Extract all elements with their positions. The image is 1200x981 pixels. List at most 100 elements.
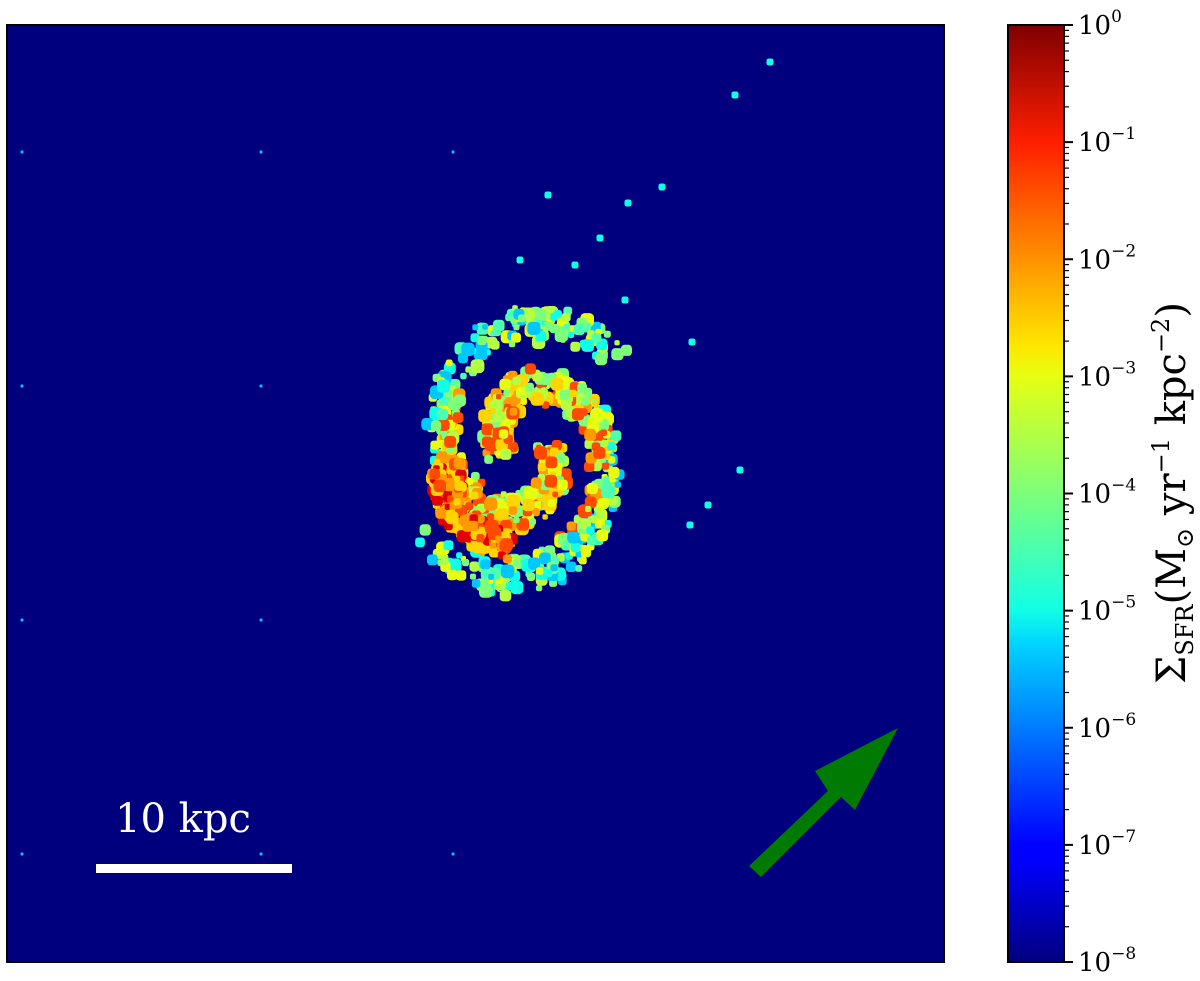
sfr-clump [608,466,620,479]
sfr-clump [435,507,447,519]
scale-bar: 10 kpc [96,796,292,873]
sfr-clump [259,852,263,856]
sfr-clump [456,552,463,559]
sfr-clump [498,429,509,439]
sfr-clump [496,508,509,521]
sfr-clump [421,418,434,431]
sfr-clump [614,481,621,488]
sfr-clump [542,514,548,520]
scale-bar-label: 10 kpc [115,796,251,842]
sfr-clump [516,387,526,396]
sfr-clump [522,498,535,512]
sfr-clump [563,323,571,331]
sfr-clump [470,573,476,580]
sfr-clump [453,475,461,482]
sfr-clump [579,408,588,417]
colorbar-label: ΣSFR(M⊙ yr−1 kpc−2) [1147,302,1199,684]
sfr-clump [481,436,493,448]
sfr-clump [608,487,614,493]
sfr-clump [430,440,440,450]
sfr-clump [554,329,568,342]
sfr-clump [624,199,632,207]
sfr-clump [440,557,449,566]
colorbar-tick-labels: 100 10−1 10−2 10−3 10−4 10−5 10−6 10−7 10−8 [1078,7,1136,978]
sfr-clump [569,381,580,392]
sfr-clump [587,417,596,426]
sfr-clump [472,324,479,331]
sfr-clump [476,514,485,523]
sfr-clump [445,511,459,525]
sfr-clump [544,569,553,578]
sfr-clump [536,567,544,575]
sfr-clump [444,503,451,511]
sfr-clump [484,455,493,464]
sfr-clump [541,401,550,409]
sfr-clump [593,446,606,459]
sfr-clump [731,91,739,99]
colorbar-tick-label: 10−2 [1078,241,1136,275]
sfr-clump [606,441,616,451]
sfr-clump [553,310,562,319]
sfr-clump [447,397,461,411]
sfr-clump [539,552,551,565]
sfr-clump [550,564,558,572]
sfr-clump [473,542,484,554]
sfr-clump [415,537,425,548]
sfr-clump [506,494,521,509]
sfr-clump [500,491,507,498]
sfr-clump [550,377,564,391]
sfr-clump [688,338,696,346]
sfr-clump [447,558,462,573]
sfr-clump [585,399,591,405]
sfr-clump [484,497,498,511]
sfr-clump [452,412,464,424]
sfr-clump [525,382,534,392]
sfr-clump [476,534,485,543]
sfr-clump [513,324,520,331]
colorbar-tick-label: 10−1 [1078,124,1136,158]
sfr-clump [591,333,602,344]
sfr-clump [579,339,589,349]
sfr-clump [489,542,497,549]
sfr-clump [430,420,442,432]
sfr-clump [585,505,592,512]
sfr-clump [555,452,566,463]
direction-arrow [749,728,898,877]
sfr-clump [486,513,495,521]
sfr-clump [532,371,543,382]
sfr-clump [499,589,512,602]
sfr-clump [614,340,620,346]
sfr-clump [492,319,505,332]
colorbar-tick-label: 10−8 [1078,944,1136,978]
sfr-clump [602,462,610,470]
sfr-clump [259,618,263,622]
sfr-clump [488,573,495,580]
sfr-clump [567,531,580,544]
sfr-clump [566,521,576,531]
sfr-clump [454,480,465,491]
sfr-clump [523,486,538,501]
sfr-clump [456,530,469,543]
sfr-clump [20,618,24,622]
sfr-clump [577,505,586,514]
sfr-clump [578,556,587,565]
sfr-clump [559,389,571,401]
sfr-clump [490,408,496,414]
sfr-clump [704,501,712,509]
sfr-clump [469,561,480,572]
sfr-clump [544,474,558,488]
sfr-clump [528,557,541,570]
sfr-clump [552,491,559,498]
heatmap-panel [6,24,945,963]
sfr-clump [610,430,622,442]
sfr-clump [545,456,558,469]
sfr-clump [20,384,24,388]
colorbar-gradient [1007,24,1065,963]
sfr-clump [686,521,694,529]
sfr-clump [419,524,431,536]
sfr-clump [575,550,583,558]
sfr-clump [584,461,595,472]
sfr-clump [586,526,595,535]
sfr-clump [511,332,521,343]
